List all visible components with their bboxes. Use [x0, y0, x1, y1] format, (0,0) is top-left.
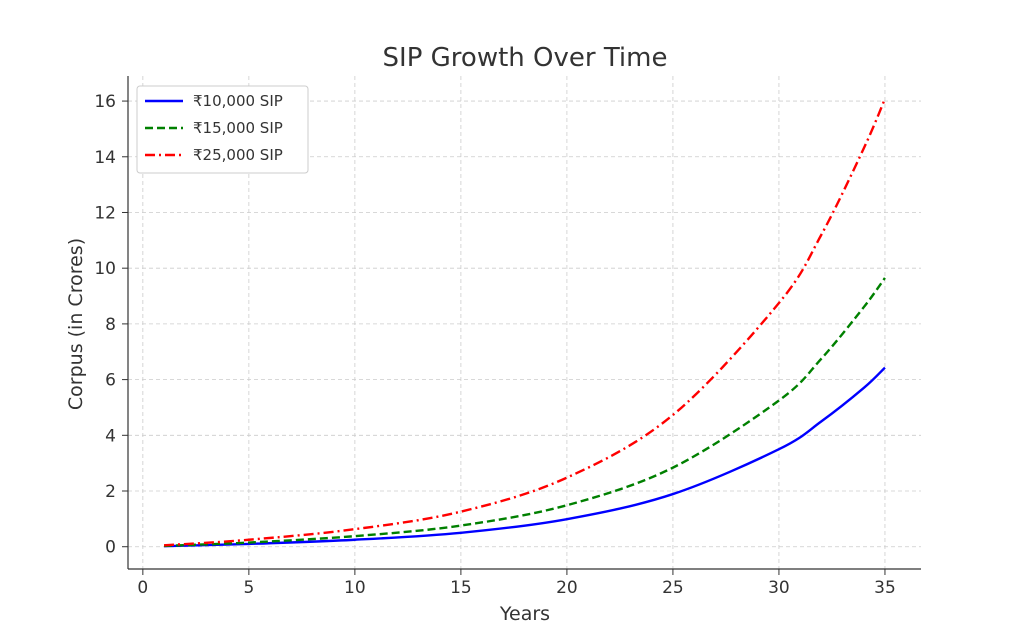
x-tick-label: 30	[768, 578, 790, 598]
legend-label: ₹25,000 SIP	[193, 146, 283, 164]
x-axis-label: Years	[499, 603, 550, 625]
x-tick-label: 5	[243, 578, 254, 598]
series-line-3	[163, 98, 887, 547]
x-tick-label: 25	[662, 578, 684, 598]
y-tick-label: 8	[105, 315, 116, 335]
legend: ₹10,000 SIP ₹15,000 SIP ₹25,000 SIP	[136, 85, 309, 174]
grid	[128, 76, 921, 569]
y-tick-label: 16	[94, 92, 116, 112]
y-tick-label: 14	[94, 148, 116, 168]
y-tick-label: 6	[105, 371, 116, 391]
y-axis-label: Corpus (in Crores)	[65, 238, 87, 410]
x-tick-label: 0	[137, 578, 148, 598]
x-tick-label: 10	[344, 578, 366, 598]
ticks: 0 5 10 15 20 25 30 35 0 2 4 6 8 10 12 14 16	[94, 92, 895, 598]
y-tick-label: 0	[105, 538, 116, 558]
y-tick-label: 10	[94, 259, 116, 279]
legend-label: ₹15,000 SIP	[193, 119, 283, 137]
axes	[127, 76, 921, 570]
x-tick-label: 20	[556, 578, 578, 598]
x-tick-label: 15	[450, 578, 472, 598]
y-tick-label: 4	[105, 426, 116, 446]
legend-box	[136, 85, 309, 174]
series-line-1	[164, 366, 886, 548]
chart-title: SIP Growth Over Time	[383, 43, 668, 73]
y-tick-label: 12	[94, 203, 116, 223]
x-tick-label: 35	[874, 578, 896, 598]
legend-label: ₹10,000 SIP	[193, 92, 283, 110]
series-lines	[163, 98, 887, 548]
y-tick-label: 2	[105, 482, 116, 502]
series-line-2	[163, 277, 886, 548]
